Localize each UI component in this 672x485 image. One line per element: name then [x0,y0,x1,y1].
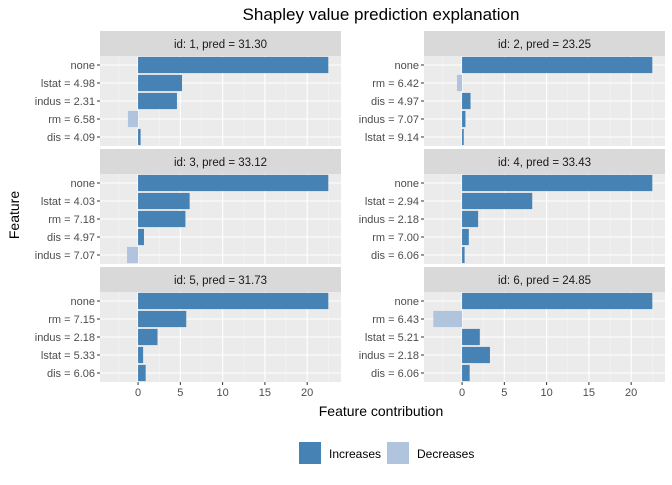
y-tick-label: dis = 4.09 [47,132,95,144]
x-tick-label: 20 [301,387,313,399]
y-tick-label: lstat = 5.33 [41,350,95,362]
y-tick-label: lstat = 9.14 [365,132,419,144]
y-tick-label: rm = 7.00 [372,232,419,244]
y-tick-label: rm = 6.43 [372,314,419,326]
bar [138,92,177,110]
y-tick-label: indus = 2.18 [359,214,419,226]
bar [462,56,653,74]
bar [138,328,158,346]
x-tick-label: 10 [540,387,552,399]
bar [462,346,490,364]
y-tick-label: none [71,178,95,190]
bar [138,228,144,246]
y-tick-label: indus = 2.18 [35,332,95,344]
bar [138,310,187,328]
facet-strip-label: id: 2, pred = 23.25 [498,39,591,51]
bar [138,56,329,74]
bar [462,364,470,382]
facet-strip [100,31,341,56]
facet-strip-label: id: 3, pred = 33.12 [174,157,267,169]
bar [138,192,190,210]
x-tick-label: 20 [625,387,637,399]
y-tick-label: none [395,296,419,308]
bar [462,228,469,246]
chart-title: Shapley value prediction explanation [243,5,520,24]
bar [138,128,141,146]
x-tick-label: 5 [501,387,507,399]
x-tick-label: 0 [459,387,465,399]
y-tick-label: dis = 6.06 [47,368,95,380]
bar [462,328,480,346]
facet-panel: id: 3, pred = 33.12 none lstat = 4.03 rm = … [35,149,341,264]
bar [462,110,466,128]
y-tick-label: dis = 4.97 [47,232,95,244]
y-tick-label: lstat = 4.03 [41,196,95,208]
bar [138,346,144,364]
legend-key-decreases [387,442,409,464]
bar [433,310,463,328]
bar [456,74,463,92]
y-tick-label: rm = 7.18 [48,214,95,226]
y-tick-label: none [71,296,95,308]
bar [462,174,653,192]
facet-strip [100,267,341,292]
y-tick-label: rm = 6.42 [372,78,419,90]
bar [138,210,186,228]
y-tick-label: none [395,178,419,190]
y-axis-title: Feature [6,191,22,239]
y-tick-label: indus = 7.07 [35,250,95,262]
bar [138,74,183,92]
facet-strip-label: id: 6, pred = 24.85 [498,275,591,287]
y-tick-label: lstat = 5.21 [365,332,419,344]
bar [127,246,139,264]
x-tick-label: 15 [259,387,271,399]
facet-strip [100,149,341,174]
x-axis-title: Feature contribution [319,403,444,419]
x-tick-label: 0 [135,387,141,399]
bar [462,192,533,210]
y-tick-label: dis = 4.97 [371,96,419,108]
bar [138,292,329,310]
y-tick-label: dis = 6.06 [371,250,419,262]
bar [462,92,471,110]
y-tick-label: rm = 7.15 [48,314,95,326]
y-tick-label: indus = 7.07 [359,114,419,126]
bar [462,292,653,310]
bar [462,246,465,264]
y-tick-label: rm = 6.58 [48,114,95,126]
facet-panel: id: 6, pred = 24.85 none rm = 6.43 lstat = … [359,267,665,382]
bar [127,110,139,128]
bar [462,210,479,228]
legend: Increases Decreases [299,442,474,464]
x-axes: 0 5 10 15 20 0 5 10 15 20 [135,382,637,399]
y-tick-label: none [395,60,419,72]
y-tick-label: indus = 2.31 [35,96,95,108]
facet-strip-label: id: 1, pred = 31.30 [174,39,267,51]
y-tick-label: indus = 2.18 [359,350,419,362]
facet-panel: id: 4, pred = 33.43 none lstat = 2.94 indus… [359,149,665,264]
x-tick-label: 15 [583,387,595,399]
x-tick-label: 5 [177,387,183,399]
y-tick-label: dis = 6.06 [371,368,419,380]
y-tick-label: lstat = 4.98 [41,78,95,90]
facet-panel: id: 5, pred = 31.73 none rm = 7.15 indus = … [35,267,341,382]
facet-strip [424,267,665,292]
x-tick-label: 10 [216,387,228,399]
bar [138,174,329,192]
facet-strip-label: id: 4, pred = 33.43 [498,157,591,169]
legend-key-increases [299,442,321,464]
facet-panel: id: 1, pred = 31.30 none lstat = 4.98 indus… [35,31,341,146]
bar [462,128,464,146]
bar [138,364,146,382]
y-tick-label: none [71,60,95,72]
legend-label-increases: Increases [329,447,381,461]
facet-panels: id: 1, pred = 31.30 none lstat = 4.98 indus… [35,31,665,382]
facet-strip-label: id: 5, pred = 31.73 [174,275,267,287]
facet-strip [424,149,665,174]
y-tick-label: lstat = 2.94 [365,196,419,208]
facet-panel: id: 2, pred = 23.25 none rm = 6.42 dis = 4.… [359,31,665,146]
facet-strip [424,31,665,56]
legend-label-decreases: Decreases [417,447,474,461]
